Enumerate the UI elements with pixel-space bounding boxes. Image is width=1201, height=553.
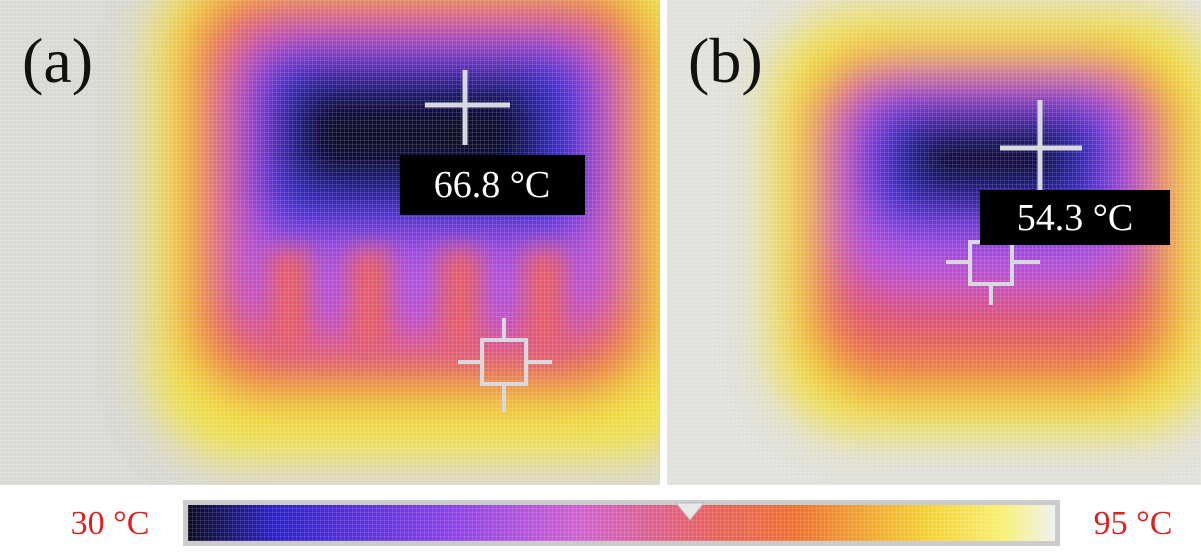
thermal-panel-a: 66.8 °C (a) [0, 0, 710, 485]
thermal-panel-b: 54.3 °C (b) [667, 0, 1201, 485]
panel-label: (b) [688, 25, 763, 96]
reading: 66.8 °C [434, 164, 551, 206]
colorbar-max: 95 °C [1094, 505, 1173, 542]
colorbar: 30 °C 95 °C [71, 500, 1173, 546]
colorbar-min: 30 °C [71, 505, 150, 542]
figure: 66.8 °C (a) 54.3 °C (b) 30 °C 95 [0, 0, 1201, 553]
reading: 54.3 °C [1017, 197, 1134, 239]
panel-label: (a) [22, 25, 93, 96]
